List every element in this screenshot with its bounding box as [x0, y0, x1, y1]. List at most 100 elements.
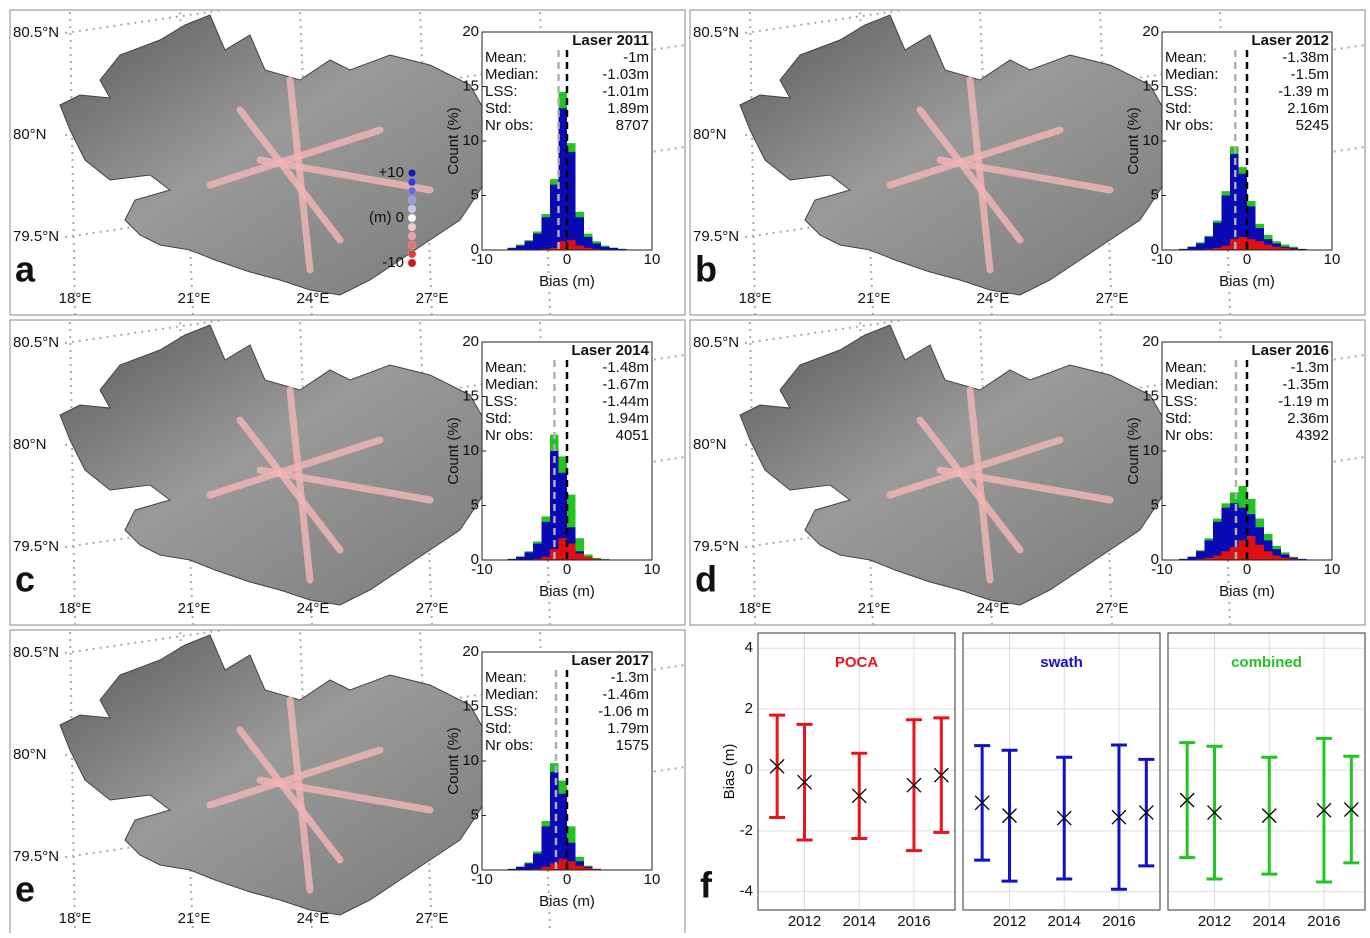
panel-letter: a — [15, 249, 36, 290]
panel-letter: d — [695, 559, 717, 600]
hist-bar — [550, 185, 559, 250]
subplot-background — [963, 633, 1160, 910]
lat-label: 80.5°N — [693, 24, 739, 41]
x-tick-label: 0 — [563, 251, 571, 268]
colorbar-swatch — [408, 205, 416, 213]
y-tick-label: 15 — [1142, 77, 1159, 94]
x-tick-label: 0 — [1243, 251, 1251, 268]
y-tick-label: 10 — [1142, 442, 1159, 459]
hist-bar — [1213, 522, 1222, 560]
stat-name: Nr obs: — [485, 117, 533, 134]
stat-name: Median: — [1165, 376, 1218, 393]
lon-label: 27°E — [416, 290, 449, 307]
y-tick-label: 5 — [1151, 186, 1159, 203]
lon-label: 24°E — [297, 910, 330, 927]
x-tick-label: 2012 — [993, 913, 1026, 930]
stat-name: Median: — [485, 686, 538, 703]
subplot-title: POCA — [835, 654, 879, 671]
lon-label: 21°E — [178, 600, 211, 617]
x-tick-label: 10 — [1324, 251, 1341, 268]
colorbar-swatch — [408, 214, 416, 222]
stat-name: Nr obs: — [485, 737, 533, 754]
colorbar-swatch — [408, 250, 416, 258]
hist-bar — [559, 859, 568, 870]
hist-bar — [1264, 245, 1273, 250]
hist-bar — [567, 861, 576, 870]
lon-label: 27°E — [1096, 600, 1129, 617]
stat-value: 4392 — [1296, 427, 1329, 444]
x-tick-label: 0 — [563, 871, 571, 888]
graticule — [745, 0, 1365, 33]
y-tick-label: 10 — [462, 752, 479, 769]
hist-bar — [559, 538, 568, 560]
graticule — [750, 10, 755, 315]
graticule — [70, 320, 75, 625]
stat-value: -1.67m — [602, 376, 649, 393]
lat-label: 80°N — [693, 436, 727, 453]
lon-label: 24°E — [297, 600, 330, 617]
colorbar-swatch — [408, 232, 416, 240]
graticule — [70, 10, 75, 315]
hist-bar — [1213, 556, 1222, 560]
x-tick-label: 2014 — [1253, 913, 1286, 930]
colorbar-swatch — [408, 187, 416, 195]
stat-name: Std: — [485, 410, 512, 427]
panel: 80.5°N80°N79.5°N18°E21°E24°E27°Ea+10(m) … — [13, 0, 685, 315]
y-tick-label: 5 — [471, 806, 479, 823]
y-tick-label: 20 — [1142, 23, 1159, 40]
stat-value: 2.16m — [1287, 100, 1329, 117]
lon-label: 18°E — [739, 600, 772, 617]
stat-value: -1.19 m — [1278, 393, 1329, 410]
y-axis-label: Count (%) — [445, 727, 462, 795]
stat-value: -1.46m — [602, 686, 649, 703]
x-tick-label: -10 — [1151, 251, 1173, 268]
stat-value: -1.38m — [1282, 49, 1329, 66]
hist-bar — [576, 866, 585, 870]
y-tick-label: 5 — [1151, 496, 1159, 513]
y-tick-label: 10 — [462, 132, 479, 149]
lon-label: 18°E — [59, 600, 92, 617]
y-tick-label: 20 — [462, 643, 479, 660]
panel: 80.5°N80°N79.5°N18°E21°E24°E27°Ee0510152… — [13, 563, 685, 933]
stat-name: LSS: — [485, 83, 518, 100]
lat-label: 80°N — [693, 126, 727, 143]
stat-value: -1.3m — [611, 669, 649, 686]
x-axis-label: Bias (m) — [1219, 273, 1275, 290]
stat-name: Mean: — [485, 359, 527, 376]
stat-value: 2.36m — [1287, 410, 1329, 427]
lat-label: 79.5°N — [693, 228, 739, 245]
stat-value: -1.44m — [602, 393, 649, 410]
panel-letter: f — [700, 865, 713, 906]
hist-title: Laser 2016 — [1251, 342, 1329, 359]
lon-label: 18°E — [59, 910, 92, 927]
x-tick-label: 10 — [644, 561, 661, 578]
y-axis-label: Count (%) — [445, 107, 462, 175]
colorbar-swatch — [408, 241, 416, 249]
stat-value: 1575 — [616, 737, 649, 754]
x-tick-label: 0 — [1243, 561, 1251, 578]
x-axis-label: Bias (m) — [1219, 583, 1275, 600]
y-tick-label: 15 — [462, 697, 479, 714]
x-tick-label: -10 — [471, 871, 493, 888]
hist-bar — [1205, 540, 1214, 560]
y-axis-label: Count (%) — [1125, 417, 1142, 485]
hist-bar — [1247, 239, 1256, 250]
stat-value: -1.35m — [1282, 376, 1329, 393]
lon-label: 18°E — [59, 290, 92, 307]
hist-bar — [559, 794, 568, 870]
hist-bar — [516, 246, 525, 250]
hist-bar — [559, 241, 568, 250]
panel-letter: e — [15, 869, 35, 910]
y-tick-label: -4 — [740, 883, 753, 900]
colorbar-swatch — [408, 196, 416, 204]
hist-bar — [1256, 241, 1265, 250]
colorbar-label: -10 — [382, 254, 404, 271]
stat-name: Mean: — [485, 49, 527, 66]
stat-name: Nr obs: — [1165, 427, 1213, 444]
lon-label: 18°E — [739, 290, 772, 307]
x-tick-label: -10 — [1151, 561, 1173, 578]
stat-name: Std: — [485, 100, 512, 117]
stat-value: -1.39 m — [1278, 83, 1329, 100]
x-tick-label: -10 — [471, 251, 493, 268]
